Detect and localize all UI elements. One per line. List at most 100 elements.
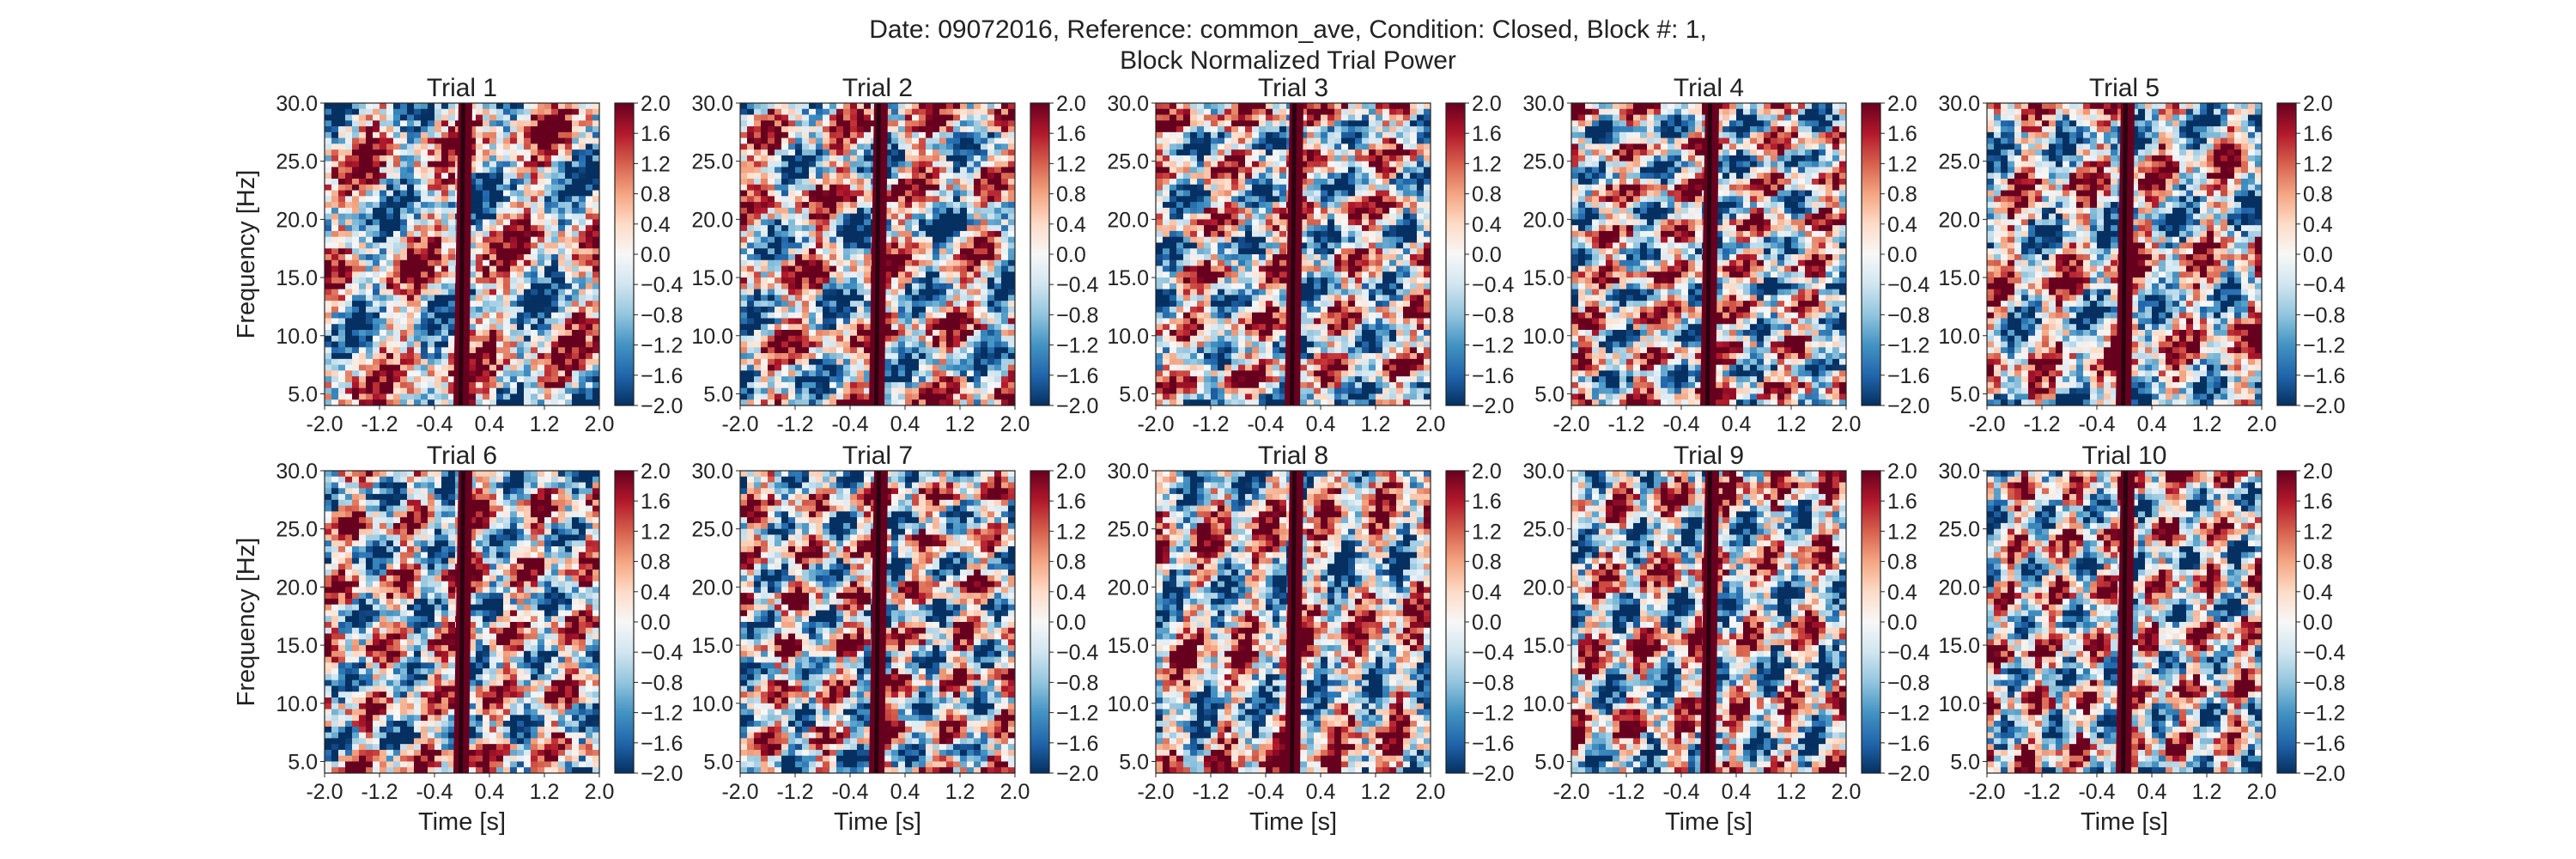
x-tick-label: -1.2 <box>361 780 398 804</box>
colorbar-tick-label: −1.2 <box>2303 702 2345 726</box>
axes-frame <box>1571 102 1847 406</box>
trial-panel: Trial 5 -2.0 -1.2 -0.4 0.4 1.2 2.0 5.0 10.0 15.0 2… <box>1938 74 2345 436</box>
colorbar <box>615 471 634 773</box>
trial-panel: Trial 3 -2.0 -1.2 -0.4 0.4 1.2 2.0 5.0 10.0 15.0 2… <box>1107 74 1514 436</box>
y-tick-label: 10.0 <box>1522 325 1564 349</box>
colorbar-tick-label: 0.8 <box>1887 551 1917 575</box>
x-tick-label: -0.4 <box>1247 780 1284 804</box>
colorbar-tick-label: 1.2 <box>1472 152 1502 176</box>
y-tick-label: 15.0 <box>276 266 318 290</box>
x-tick-label: -1.2 <box>2023 412 2060 436</box>
colorbar-tick-label: 0.4 <box>1056 213 1086 237</box>
colorbar-tick-label: −1.2 <box>641 702 683 726</box>
colorbar-tick-label: 1.2 <box>2303 152 2333 176</box>
colorbar <box>1030 103 1049 405</box>
x-tick-label: 2.0 <box>2247 780 2277 804</box>
x-tick-label: -1.2 <box>2023 780 2060 804</box>
y-tick-label: 5.0 <box>1534 750 1564 774</box>
colorbar-tick-label: 1.6 <box>1056 122 1086 146</box>
colorbar-tick-label: −0.4 <box>2303 641 2345 665</box>
colorbar-tick-label: 1.2 <box>1056 152 1086 176</box>
axes-frame <box>739 470 1016 774</box>
x-tick-label: 1.2 <box>945 780 975 804</box>
colorbar-tick-label: 0.4 <box>1056 581 1086 605</box>
colorbar-tick-label: 0.0 <box>641 243 671 267</box>
x-tick-label: 2.0 <box>1416 412 1446 436</box>
y-axis-label: Frequency [Hz] <box>233 170 260 339</box>
x-tick-label: -2.0 <box>721 780 758 804</box>
y-tick-label: 15.0 <box>1522 266 1564 290</box>
y-tick-label: 30.0 <box>1522 460 1564 484</box>
colorbar-tick-label: 0.4 <box>1887 581 1917 605</box>
x-tick-label: 2.0 <box>585 780 615 804</box>
y-tick-label: 30.0 <box>1107 92 1149 116</box>
colorbar-tick-label: 1.6 <box>2303 490 2333 514</box>
colorbar-tick-label: −0.8 <box>1472 303 1514 327</box>
y-tick-label: 20.0 <box>1522 208 1564 232</box>
colorbar <box>2277 471 2296 773</box>
colorbar-tick-label: −0.4 <box>641 273 683 297</box>
colorbar-tick-label: 2.0 <box>1887 92 1917 116</box>
colorbar-tick-label: 1.6 <box>1472 490 1502 514</box>
x-tick-label: 1.2 <box>1361 412 1391 436</box>
colorbar-tick-label: 1.6 <box>1472 122 1502 146</box>
x-axis-label: Time [s] <box>834 808 921 836</box>
colorbar-tick-label: −0.4 <box>1056 641 1098 665</box>
colorbar-tick-label: −1.6 <box>2303 732 2345 756</box>
y-tick-label: 20.0 <box>691 208 733 232</box>
x-tick-label: 2.0 <box>2247 412 2277 436</box>
y-tick-label: 30.0 <box>1938 460 1980 484</box>
x-tick-label: 0.4 <box>890 780 920 804</box>
x-tick-label: 2.0 <box>1416 780 1446 804</box>
y-tick-label: 20.0 <box>1522 576 1564 600</box>
y-tick-label: 15.0 <box>1107 634 1149 658</box>
colorbar-tick-label: 1.6 <box>1887 490 1917 514</box>
x-tick-label: -2.0 <box>1552 412 1589 436</box>
y-tick-label: 5.0 <box>288 750 318 774</box>
x-tick-label: 2.0 <box>1832 412 1862 436</box>
colorbar-tick-label: 0.0 <box>2303 611 2333 635</box>
colorbar-tick-label: −2.0 <box>1887 762 1929 786</box>
colorbar-tick-label: −0.4 <box>1472 273 1514 297</box>
figure-title-line-2: Block Normalized Trial Power <box>1120 46 1456 75</box>
colorbar-tick-label: 0.8 <box>1472 551 1502 575</box>
trial-panel: Trial 8 -2.0 -1.2 -0.4 0.4 1.2 2.0 5.0 10.0 15.0 2… <box>1107 442 1514 836</box>
colorbar-tick-label: 1.6 <box>1887 122 1917 146</box>
y-tick-label: 20.0 <box>276 208 318 232</box>
colorbar-tick-label: −1.6 <box>641 732 683 756</box>
colorbar-tick-label: 0.4 <box>641 213 671 237</box>
colorbar-tick-label: −0.4 <box>641 641 683 665</box>
x-tick-label: -0.4 <box>2078 412 2115 436</box>
y-tick-label: 15.0 <box>276 634 318 658</box>
colorbar-tick-label: −0.4 <box>1887 273 1929 297</box>
colorbar-tick-label: −1.2 <box>2303 334 2345 358</box>
colorbar-tick-label: −0.8 <box>1056 303 1098 327</box>
y-tick-label: 30.0 <box>1107 460 1149 484</box>
y-tick-label: 25.0 <box>1938 150 1980 174</box>
colorbar <box>2277 103 2296 405</box>
colorbar-tick-label: −1.6 <box>1887 364 1929 388</box>
colorbar-tick-label: −2.0 <box>641 394 683 418</box>
x-tick-label: -0.4 <box>2078 780 2115 804</box>
x-tick-label: 2.0 <box>1832 780 1862 804</box>
colorbar-tick-label: −2.0 <box>1056 762 1098 786</box>
heatmap-image <box>1987 471 2262 773</box>
colorbar-tick-label: 0.4 <box>2303 581 2333 605</box>
heatmap-image <box>1571 103 1846 405</box>
x-tick-label: -0.4 <box>416 780 453 804</box>
x-tick-label: -2.0 <box>1137 780 1174 804</box>
colorbar <box>1446 103 1465 405</box>
y-axis-label: Frequency [Hz] <box>233 538 260 707</box>
colorbar-tick-label: −1.2 <box>641 334 683 358</box>
trial-panel: Trial 1 -2.0 -1.2 -0.4 0.4 1.2 2.0 5.0 10.0 15.0 2… <box>233 74 683 436</box>
panel-title: Trial 3 <box>1258 74 1328 102</box>
y-tick-label: 5.0 <box>703 382 733 406</box>
colorbar-tick-label: −1.6 <box>641 364 683 388</box>
y-tick-label: 30.0 <box>276 460 318 484</box>
colorbar <box>615 103 634 405</box>
colorbar-tick-label: −1.2 <box>1056 334 1098 358</box>
colorbar-tick-label: 1.2 <box>1472 520 1502 544</box>
colorbar <box>1446 471 1465 773</box>
y-tick-label: 5.0 <box>1534 382 1564 406</box>
colorbar-tick-label: 2.0 <box>1887 460 1917 484</box>
